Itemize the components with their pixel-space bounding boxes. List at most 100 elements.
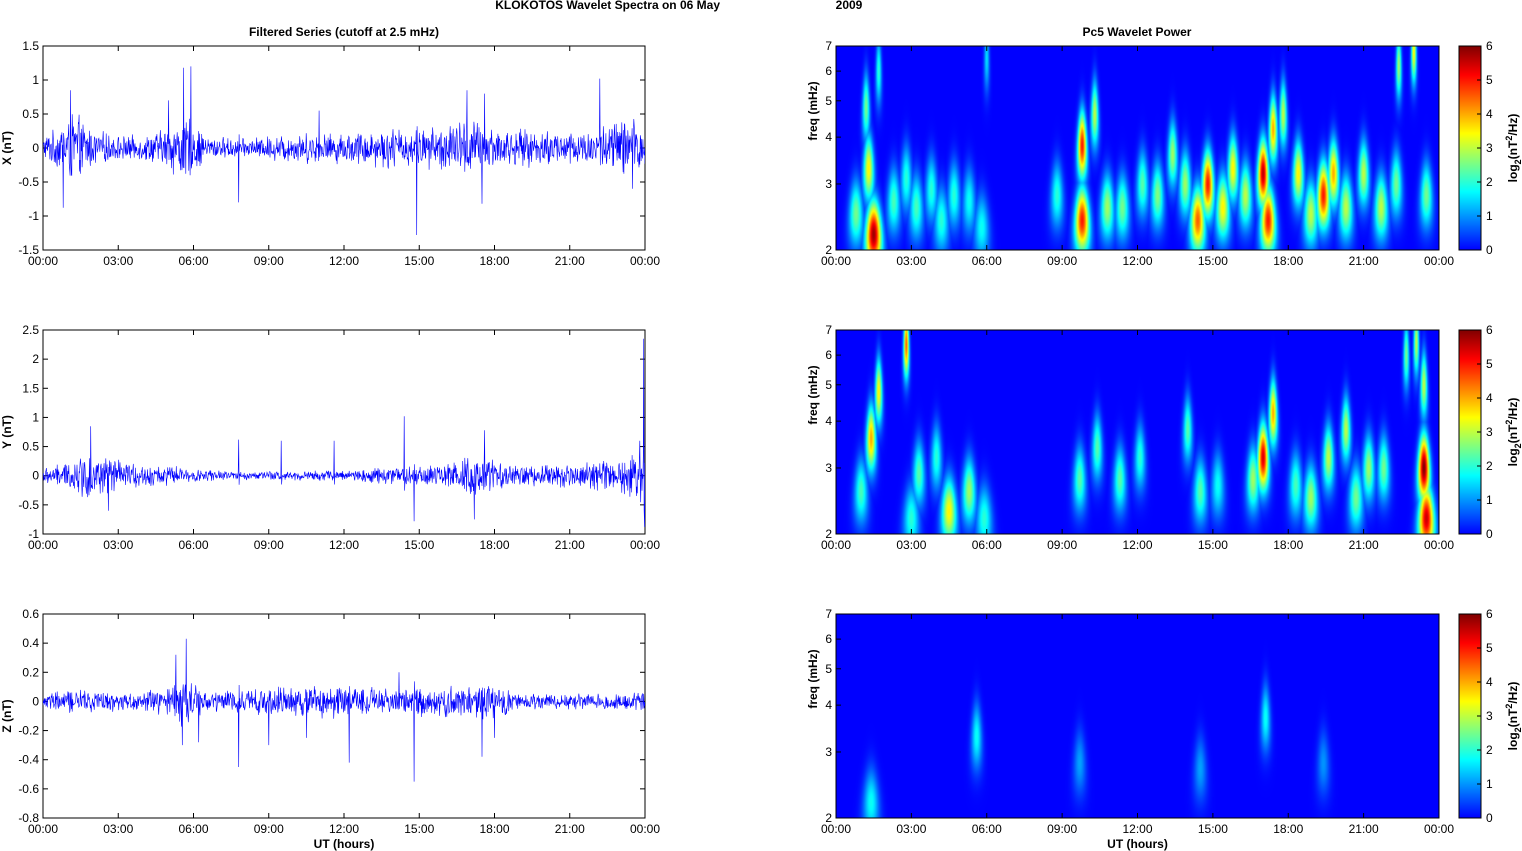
y-right-xtick-label: 15:00 [1198,538,1228,552]
line-panel-x: -1.5 -1 -0.5 0 0.5 1 1.5 00:00 03:00 06:00 09:00 12… [0,39,660,268]
z-left-xtick-label: 03:00 [103,822,133,836]
x-ytick-label: -0.5 [18,175,39,189]
y-left-xtick-label: 00:00 [630,538,660,552]
right-column-title: Pc5 Wavelet Power [1083,25,1192,39]
z-right-xtick-label: 15:00 [1198,822,1228,836]
x-freq-tick-label: 5 [825,94,832,108]
x-ylabel: X (nT) [0,131,14,165]
x-right-xtick-label: 18:00 [1273,254,1303,268]
y-series-line [43,338,645,528]
y-right-xtick-label: 00:00 [1424,538,1454,552]
z-right-xtick-label: 18:00 [1273,822,1303,836]
x-colorbar-tick-label: 1 [1486,209,1493,223]
z-ytick-label: -0.6 [18,782,39,796]
z-plot-frame [42,613,646,819]
z-colorbar-tick-label: 1 [1486,777,1493,791]
y-colorbar-label: log2(nT2/Hz) [1504,398,1522,467]
x-right-xtick-label: 15:00 [1198,254,1228,268]
y-ylabel: Y (nT) [0,415,14,449]
z-left-xtick-label: 00:00 [630,822,660,836]
z-ytick-label: 0.6 [22,607,39,621]
x-series-line [43,66,645,236]
z-freq-tick-label: 7 [825,607,832,621]
x-colorbar-tick-label: 2 [1486,175,1493,189]
x-freq-tick-label: 6 [825,64,832,78]
x-right-xtick-label: 12:00 [1122,254,1152,268]
y-right-xtick-label: 00:00 [821,538,851,552]
x-right-xtick-label: 09:00 [1047,254,1077,268]
x-colorbar [1459,46,1481,250]
x-freq-tick-label: 3 [825,177,832,191]
z-ytick-label: 0.2 [22,665,39,679]
z-left-xtick-label: 00:00 [28,822,58,836]
z-right-xtick-label: 21:00 [1349,822,1379,836]
y-freq-tick-label: 3 [825,461,832,475]
z-left-xtick-label: 06:00 [178,822,208,836]
z-right-xtick-label: 06:00 [972,822,1002,836]
y-colorbar-tick-label: 0 [1486,527,1493,541]
y-right-xtick-label: 03:00 [896,538,926,552]
z-left-xlabel: UT (hours) [314,837,375,851]
x-left-xtick-label: 00:00 [28,254,58,268]
x-right-xtick-label: 00:00 [821,254,851,268]
y-ytick-label: 1.5 [22,381,39,395]
y-right-xtick-label: 06:00 [972,538,1002,552]
x-left-xtick-label: 12:00 [329,254,359,268]
z-ytick-label: -0.2 [18,724,39,738]
z-colorbar-tick-label: 4 [1486,675,1493,689]
z-ytick-label: 0 [32,694,39,708]
y-left-xtick-label: 15:00 [404,538,434,552]
z-colorbar-label: log2(nT2/Hz) [1504,682,1522,751]
x-left-xtick-label: 21:00 [555,254,585,268]
z-left-xtick-label: 15:00 [404,822,434,836]
z-left-xtick-label: 21:00 [555,822,585,836]
z-colorbar-tick-label: 5 [1486,641,1493,655]
y-colorbar-tick-label: 1 [1486,493,1493,507]
left-column-title: Filtered Series (cutoff at 2.5 mHz) [249,25,439,39]
y-wavelet-power-image [836,330,1439,534]
heatmap-panel-y: 2 3 4 5 6 7 00:00 03:00 06:00 09:00 12:00 15:00 18:0… [806,323,1522,552]
x-freq-tick-label: 4 [825,130,832,144]
x-colorbar-tick-label: 6 [1486,39,1493,53]
y-colorbar-tick-label: 2 [1486,459,1493,473]
y-ytick-label: 2 [32,352,39,366]
z-ylabel: Z (nT) [0,699,14,732]
y-freq-tick-label: 7 [825,323,832,337]
y-left-xtick-label: 21:00 [555,538,585,552]
x-left-xtick-label: 18:00 [479,254,509,268]
z-left-xtick-label: 18:00 [479,822,509,836]
x-left-xtick-label: 00:00 [630,254,660,268]
x-left-xtick-label: 03:00 [103,254,133,268]
x-freq-tick-label: 2 [825,243,832,257]
x-ytick-label: 0 [32,141,39,155]
z-left-xtick-label: 09:00 [254,822,284,836]
y-freq-tick-label: 2 [825,527,832,541]
z-colorbar-tick-label: 0 [1486,811,1493,825]
x-ytick-label: -1.5 [18,243,39,257]
y-right-xtick-label: 12:00 [1122,538,1152,552]
z-right-xtick-label: 00:00 [821,822,851,836]
x-colorbar-tick-label: 3 [1486,141,1493,155]
y-colorbar-tick-label: 5 [1486,357,1493,371]
z-freq-tick-label: 2 [825,811,832,825]
y-freq-tick-label: 5 [825,378,832,392]
x-left-xtick-label: 06:00 [178,254,208,268]
y-right-xtick-label: 09:00 [1047,538,1077,552]
x-colorbar-tick-label: 4 [1486,107,1493,121]
y-right-xtick-label: 18:00 [1273,538,1303,552]
x-colorbar-tick-label: 0 [1486,243,1493,257]
y-left-xtick-label: 09:00 [254,538,284,552]
z-ytick-label: 0.4 [22,636,39,650]
z-right-xtick-label: 09:00 [1047,822,1077,836]
z-freq-tick-label: 3 [825,745,832,759]
y-freq-tick-label: 6 [825,348,832,362]
y-ytick-label: 0.5 [22,440,39,454]
z-colorbar-tick-label: 2 [1486,743,1493,757]
z-colorbar-tick-label: 3 [1486,709,1493,723]
x-right-xtick-label: 00:00 [1424,254,1454,268]
heatmap-panel-x: 2 3 4 5 6 7 00:00 03:00 06:00 09:00 12:00 15:00 18:0… [806,39,1522,268]
z-ytick-label: -0.4 [18,753,39,767]
heatmap-panel-z: 2 3 4 5 6 7 00:00 03:00 06:00 09:00 12:00 15:00 18:0… [806,607,1522,851]
z-right-xtick-label: 03:00 [896,822,926,836]
